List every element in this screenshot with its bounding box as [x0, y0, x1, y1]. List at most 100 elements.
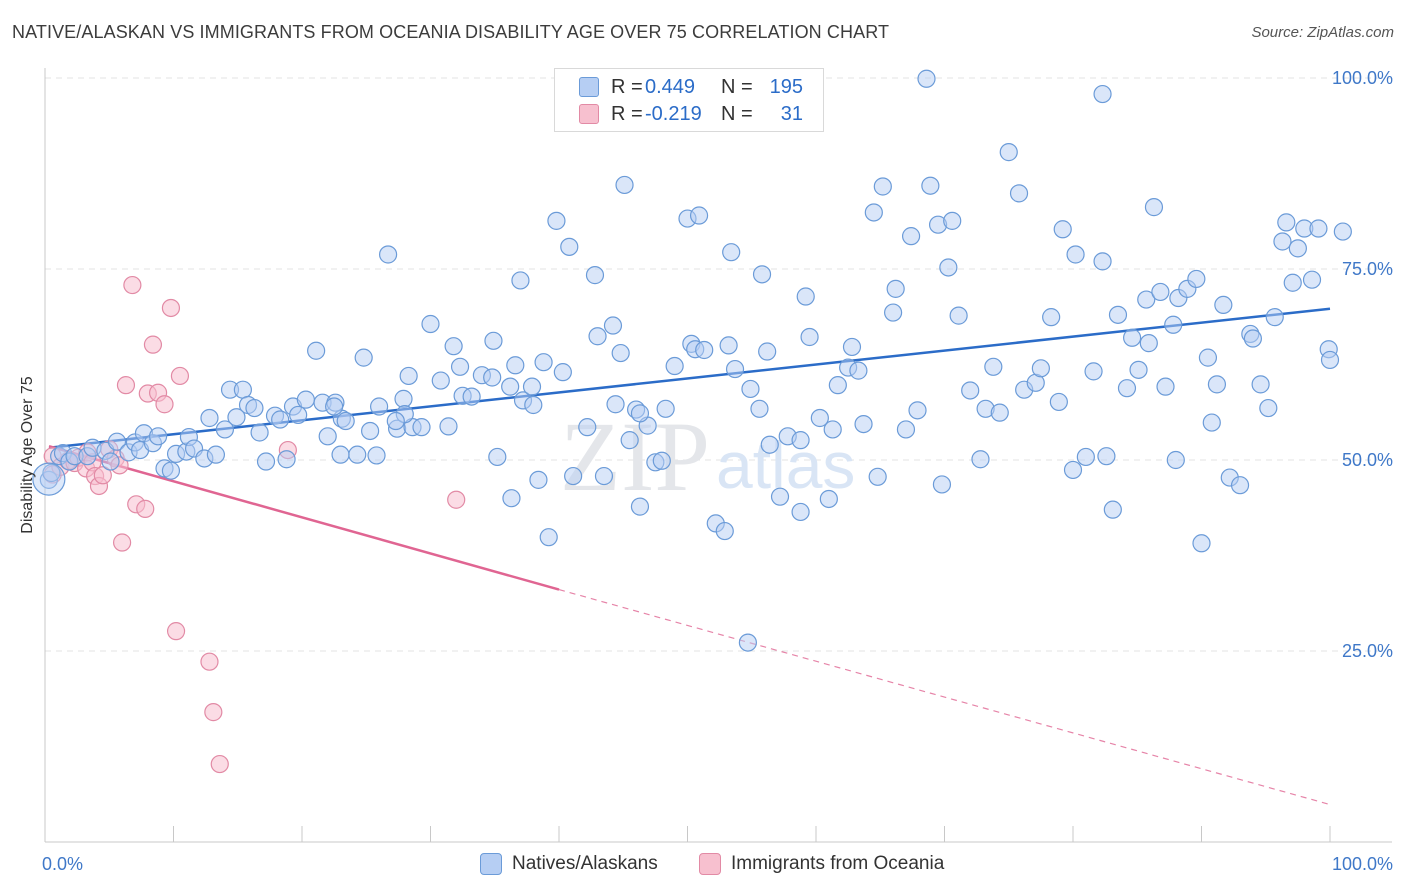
data-point-natives	[1009, 184, 1029, 203]
data-point-natives	[864, 203, 883, 222]
data-point-natives	[695, 340, 714, 360]
data-point-natives	[547, 211, 566, 230]
data-point-natives	[296, 390, 315, 409]
data-point-oceania	[112, 533, 132, 552]
data-point-natives	[611, 343, 630, 363]
data-point-natives	[250, 423, 269, 442]
data-point-natives	[999, 143, 1018, 162]
data-point-natives	[842, 337, 862, 357]
data-point-natives	[828, 376, 847, 395]
data-point-natives	[1302, 270, 1322, 289]
legend-swatch-natives	[579, 77, 599, 97]
data-point-natives	[1288, 239, 1307, 258]
data-point-natives	[529, 470, 548, 489]
data-point-oceania	[161, 298, 181, 318]
data-point-natives	[810, 408, 829, 428]
data-point-natives	[394, 389, 413, 408]
data-point-natives	[367, 446, 386, 465]
data-point-oceania	[204, 703, 223, 722]
data-point-natives	[412, 418, 431, 437]
data-point-natives	[791, 502, 810, 522]
data-point-natives	[107, 432, 127, 451]
data-point-natives	[939, 258, 958, 277]
data-point-natives	[741, 379, 760, 399]
x-tick-label: 100.0%	[1332, 854, 1393, 874]
data-point-natives	[932, 475, 952, 494]
data-point-natives	[868, 467, 887, 486]
data-point-oceania	[116, 376, 136, 395]
x-tick-label: 0.0%	[42, 854, 83, 874]
y-tick-label: 100.0%	[1332, 68, 1393, 88]
bottom-legend-label-natives: Natives/Alaskans	[512, 853, 658, 874]
data-point-natives	[656, 399, 675, 418]
data-point-natives	[1084, 362, 1103, 381]
data-point-natives	[738, 633, 757, 652]
trend-line-oceania	[48, 445, 560, 591]
data-point-natives	[1066, 245, 1085, 264]
data-point-natives	[752, 265, 772, 284]
data-point-natives	[227, 408, 246, 427]
data-point-natives	[1117, 379, 1137, 398]
data-point-natives	[245, 398, 264, 418]
data-point-natives	[1076, 447, 1095, 467]
data-point-natives	[615, 175, 634, 195]
data-point-natives	[325, 397, 344, 416]
data-point-natives	[1144, 198, 1164, 217]
data-point-natives	[630, 497, 650, 516]
data-point-natives	[1031, 359, 1050, 378]
y-tick-label: 50.0%	[1342, 450, 1393, 470]
data-point-natives	[277, 450, 296, 469]
data-point-natives	[502, 489, 521, 508]
data-point-natives	[484, 331, 503, 350]
data-point-natives	[361, 421, 380, 441]
data-point-natives	[1063, 460, 1083, 480]
data-point-natives	[1187, 269, 1206, 289]
data-point-natives	[791, 431, 810, 450]
data-point-natives	[665, 356, 684, 376]
chart-title: NATIVE/ALASKAN VS IMMIGRANTS FROM OCEANI…	[12, 22, 890, 42]
data-point-natives	[1108, 305, 1128, 324]
data-point-natives	[630, 404, 650, 423]
data-point-natives	[421, 314, 440, 334]
data-point-natives	[1049, 392, 1068, 412]
data-point-natives	[886, 279, 905, 298]
bottom-legend-swatch-oceania	[699, 853, 721, 875]
data-point-natives	[1093, 252, 1112, 271]
data-point-natives	[578, 418, 597, 437]
data-point-natives	[585, 266, 605, 285]
data-point-natives	[1129, 360, 1148, 379]
data-point-natives	[652, 451, 671, 470]
data-point-oceania	[93, 466, 112, 485]
data-point-natives	[1192, 534, 1211, 553]
data-point-natives	[760, 435, 779, 454]
data-point-natives	[949, 306, 968, 325]
data-point-natives	[101, 452, 120, 471]
data-point-natives	[444, 337, 463, 356]
data-point-natives	[1042, 308, 1061, 327]
data-point-natives	[606, 395, 625, 414]
data-point-oceania	[143, 335, 163, 354]
data-point-natives	[620, 431, 639, 450]
data-point-natives	[161, 461, 181, 480]
data-point-natives	[603, 316, 623, 335]
data-point-natives	[564, 466, 583, 486]
legend-row-oceania: R = -0.219 N = 31	[579, 101, 803, 127]
legend-row-natives: R = 0.449 N = 195	[579, 74, 803, 100]
data-point-natives	[1230, 476, 1250, 495]
data-point-natives	[233, 380, 252, 399]
data-point-natives	[206, 445, 226, 464]
data-point-natives	[370, 397, 389, 416]
bottom-legend-oceania: Immigrants from Oceania	[699, 852, 944, 876]
legend-n-label: N =	[721, 102, 753, 125]
y-tick-label: 25.0%	[1342, 641, 1393, 661]
data-point-natives	[770, 487, 790, 506]
data-point-natives	[1123, 328, 1142, 347]
legend-n-value: 31	[780, 102, 803, 125]
data-point-natives	[873, 177, 892, 196]
data-point-natives	[1103, 500, 1122, 519]
data-point-natives	[1309, 219, 1328, 238]
data-point-natives	[1207, 375, 1227, 394]
data-point-natives-cluster	[32, 462, 66, 496]
data-point-natives	[1093, 84, 1112, 104]
data-point-natives	[348, 445, 367, 464]
